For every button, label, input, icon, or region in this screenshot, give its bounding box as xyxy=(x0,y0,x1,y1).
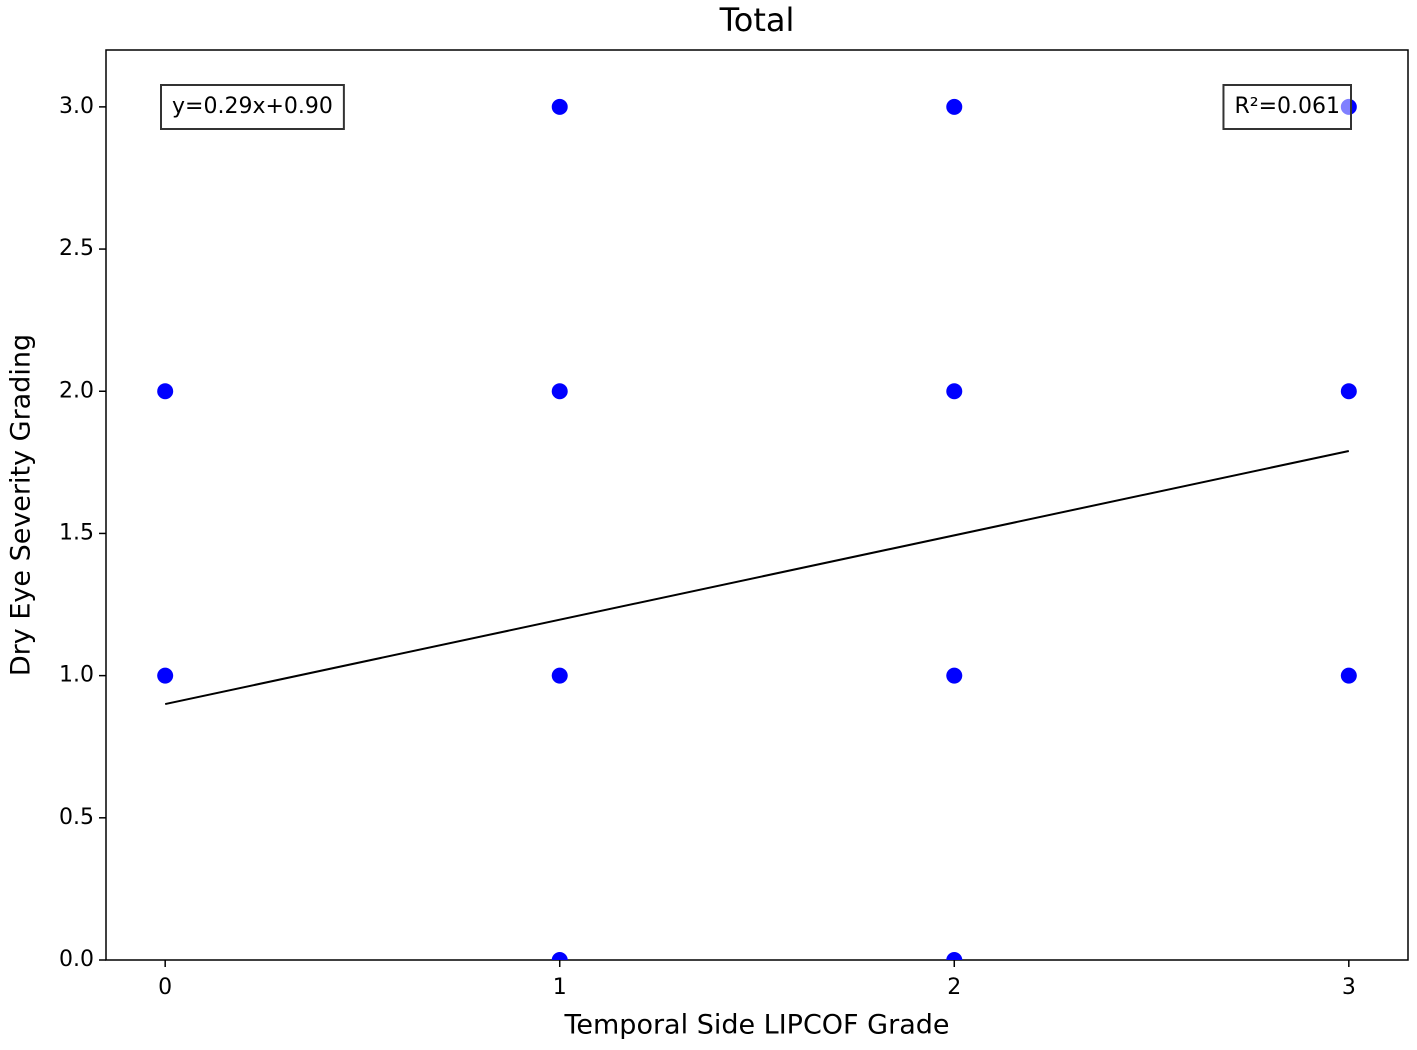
data-point xyxy=(551,667,568,684)
y-tick-label: 2.5 xyxy=(59,236,94,261)
data-point xyxy=(946,98,963,115)
annotation-box xyxy=(1222,84,1352,130)
data-point xyxy=(946,667,963,684)
chart-title: Total xyxy=(719,1,795,39)
fit-line xyxy=(164,449,1350,706)
annotation: y=0.29x+0.90 xyxy=(172,94,333,119)
y-tick-label: 2.0 xyxy=(59,378,94,403)
data-point xyxy=(157,383,174,400)
x-tick-label: 0 xyxy=(158,975,172,1000)
data-point xyxy=(1340,667,1357,684)
data-point xyxy=(1340,383,1357,400)
data-point xyxy=(157,667,174,684)
annotation-box xyxy=(160,84,345,130)
x-tick-label: 3 xyxy=(1342,975,1356,1000)
data-point xyxy=(946,383,963,400)
data-point xyxy=(551,98,568,115)
y-tick-label: 0.5 xyxy=(59,805,94,830)
annotation: R²=0.061 xyxy=(1234,94,1340,119)
x-tick-label: 2 xyxy=(947,975,961,1000)
y-tick-label: 1.5 xyxy=(59,520,94,545)
data-point xyxy=(551,952,568,960)
plot-frame xyxy=(105,49,1409,961)
y-tick-label: 3.0 xyxy=(59,94,94,119)
y-axis-label: Dry Eye Severity Grading xyxy=(6,334,37,676)
y-tick-label: 0.0 xyxy=(59,947,94,972)
data-point xyxy=(946,952,963,960)
data-point xyxy=(551,383,568,400)
x-tick-label: 1 xyxy=(553,975,567,1000)
x-axis-label: Temporal Side LIPCOF Grade xyxy=(563,1010,949,1041)
y-tick-label: 1.0 xyxy=(59,663,94,688)
